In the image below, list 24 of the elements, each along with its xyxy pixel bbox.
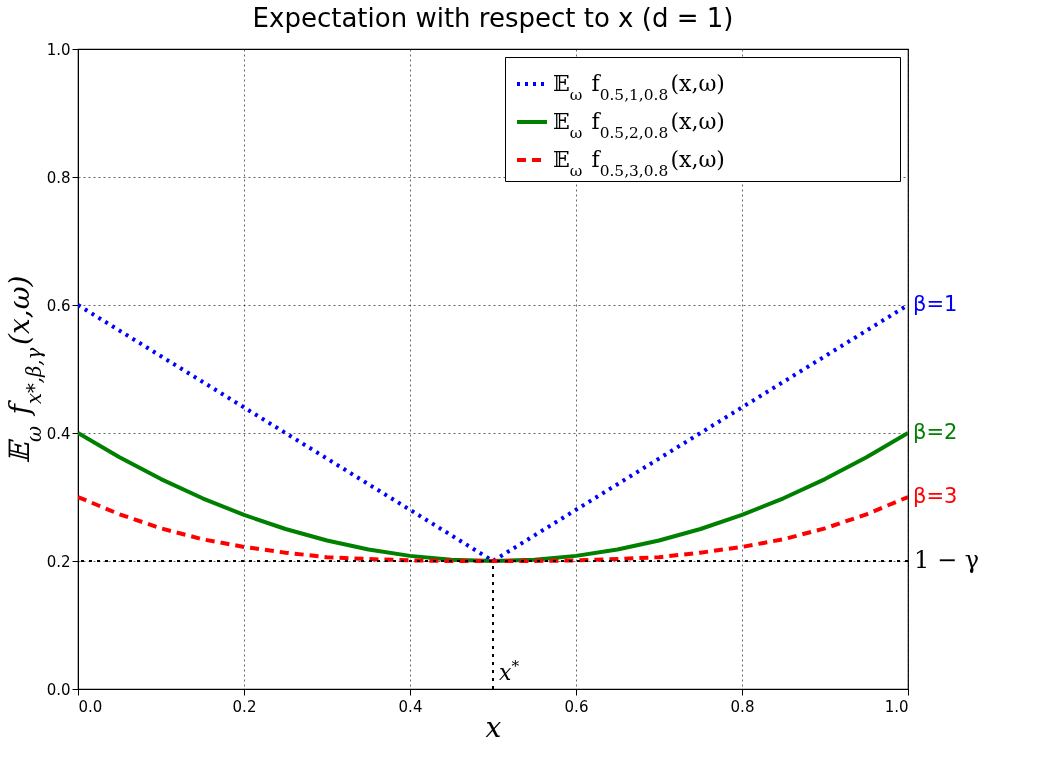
x-tick-label: 0.2 (232, 697, 257, 716)
y-tick-label: 1.0 (46, 40, 71, 59)
x-tick-label: 0.4 (398, 697, 423, 716)
legend-label: 𝔼$_{ω}$ f$_{0.5,2,0.8}$(x,ω) (553, 109, 725, 142)
legend-label: 𝔼$_{ω}$ f$_{0.5,1,0.8}$(x,ω) (553, 71, 725, 104)
x-tick-label: 0.0 (78, 697, 103, 716)
y-tick-label: 0.8 (46, 168, 71, 187)
x-tick-label: 0.8 (730, 697, 755, 716)
text: β=2 (913, 420, 958, 444)
y-tick-label: 0.4 (46, 424, 71, 443)
chart-title: Expectation with respect to x (d = 1) (252, 3, 734, 33)
x-axis-title: x (485, 710, 502, 744)
text: β=3 (913, 484, 958, 508)
y-tick-label: 0.2 (46, 552, 71, 571)
line-series (78, 495, 908, 563)
y-tick-label: 0.6 (46, 296, 71, 315)
legend-label: 𝔼$_{ω}$ f$_{0.5,3,0.8}$(x,ω) (553, 147, 725, 180)
ref-line-label: x$^{*}$ (499, 657, 520, 685)
text: β=1 (913, 292, 958, 316)
line-series (78, 431, 908, 563)
x-tick-label: 1.0 (884, 697, 909, 716)
y-tick-label: 0.0 (46, 680, 71, 699)
x-tick-label: 0.6 (564, 697, 589, 716)
ref-line-label: 1 − γ (914, 546, 979, 574)
